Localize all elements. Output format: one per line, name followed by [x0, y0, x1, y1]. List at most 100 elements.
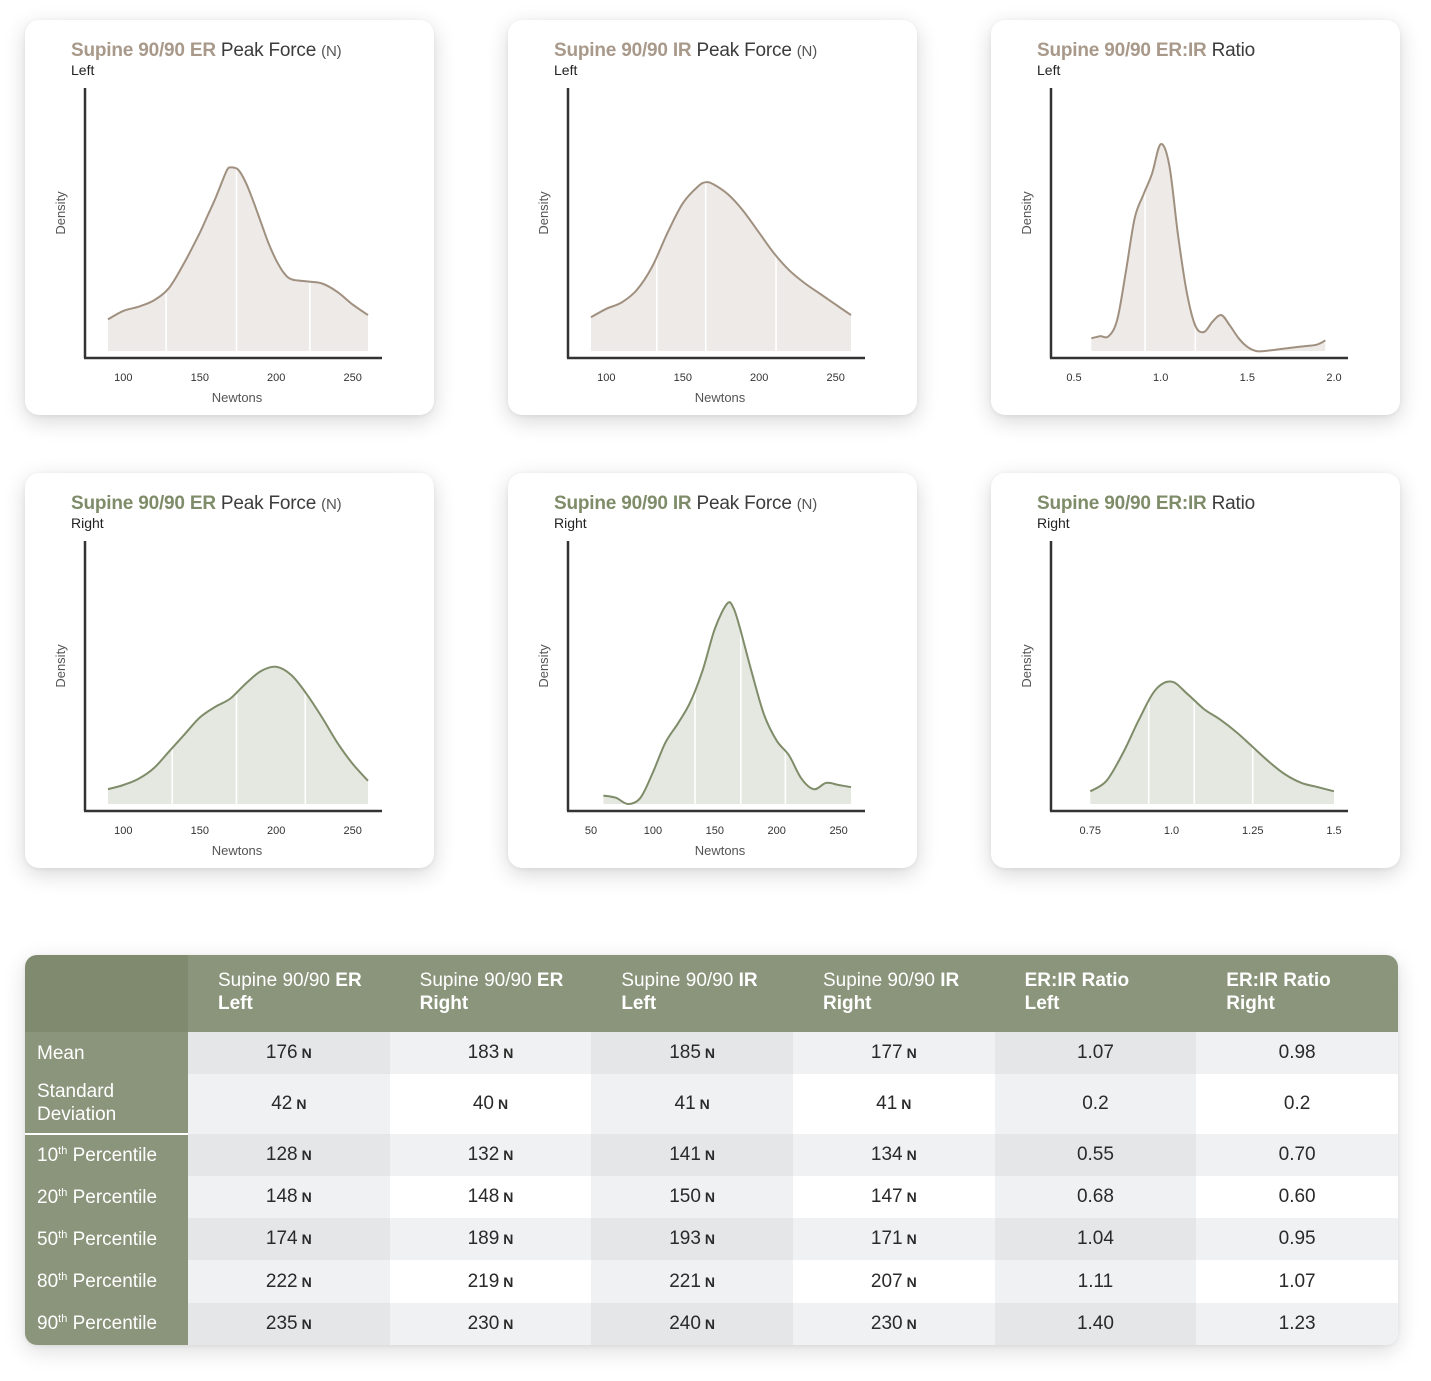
density-plot: 50 100 150 200 250 Newtons Density: [536, 541, 865, 858]
chart-card-er-left: Supine 90/90 ER Peak Force (N) Left 100 1…: [25, 20, 434, 415]
x-tick-label: 1.25: [1242, 825, 1263, 837]
table-cell: 128 N: [188, 1133, 390, 1176]
column-header: ER:IR Ratio Right: [1196, 955, 1398, 1032]
chart-card-ratio-right: Supine 90/90 ER:IR Ratio Right 0.75 1.0 1.…: [991, 473, 1400, 868]
x-axis-label: Newtons: [695, 390, 746, 405]
table-row: 80th Percentile 222 N 219 N 221 N 207 N 1.11 1.07: [25, 1260, 1398, 1303]
chart-title: Supine 90/90 ER Peak Force (N): [71, 493, 342, 514]
x-tick-label: 50: [585, 825, 597, 837]
statistics-table: Supine 90/90 ER Left Supine 90/90 ER Right…: [25, 955, 1398, 1345]
table-cell: 1.23: [1196, 1302, 1398, 1345]
column-header: Supine 90/90 IR Left: [591, 955, 793, 1032]
table-cell: 0.95: [1196, 1218, 1398, 1261]
x-tick-label: 250: [829, 825, 847, 837]
table-cell: 230 N: [792, 1302, 995, 1345]
row-label: 10th Percentile: [25, 1133, 188, 1176]
y-axis-label: Density: [536, 191, 551, 235]
x-tick-label: 200: [267, 372, 285, 384]
table-cell: 174 N: [188, 1218, 390, 1261]
density-area: [591, 182, 851, 351]
y-axis-label: Density: [1019, 644, 1034, 688]
density-curve: [107, 665, 369, 791]
x-axis-label: Newtons: [695, 843, 746, 858]
table-cell: 1.04: [994, 1218, 1197, 1261]
table-cell: 0.68: [994, 1175, 1197, 1219]
density-plot: 0.75 1.0 1.25 1.5 Density: [1019, 541, 1348, 837]
table-cell: 40 N: [389, 1074, 592, 1134]
chart-side-label: Left: [554, 62, 578, 78]
table-cell: 41 N: [792, 1074, 995, 1134]
x-tick-label: 1.5: [1240, 372, 1255, 384]
column-header: Supine 90/90 ER Right: [389, 955, 592, 1032]
row-label: 50th Percentile: [25, 1218, 188, 1261]
density-area: [603, 602, 851, 804]
row-label: 20th Percentile: [25, 1175, 188, 1219]
chart-card-ir-left: Supine 90/90 IR Peak Force (N) Left 100 1…: [508, 20, 917, 415]
density-plot: 0.5 1.0 1.5 2.0 Density: [1019, 88, 1348, 384]
table-cell: 221 N: [591, 1260, 793, 1303]
x-tick-label: 100: [114, 825, 132, 837]
table-cell: 189 N: [389, 1218, 592, 1261]
x-tick-label: 150: [191, 372, 209, 384]
table-cell: 0.70: [1196, 1133, 1398, 1176]
chart-side-label: Right: [71, 515, 104, 531]
x-tick-label: 200: [750, 372, 768, 384]
table-cell: 0.98: [1196, 1032, 1398, 1075]
x-tick-label: 100: [597, 372, 615, 384]
chart-title: Supine 90/90 ER Peak Force (N): [71, 40, 342, 61]
table-row: Mean 176 N 183 N 185 N 177 N 1.07 0.98: [25, 1032, 1398, 1075]
table-cell: 193 N: [591, 1218, 793, 1261]
x-tick-label: 250: [344, 372, 362, 384]
x-tick-label: 100: [644, 825, 662, 837]
table-cell: 147 N: [792, 1175, 995, 1219]
density-curve: [603, 601, 852, 806]
table-cell: 0.55: [994, 1133, 1197, 1176]
table-cell: 177 N: [792, 1032, 995, 1075]
table-cell: 0.2: [1196, 1074, 1398, 1134]
x-tick-label: 100: [114, 372, 132, 384]
table-cell: 148 N: [188, 1175, 390, 1219]
density-area: [1090, 681, 1334, 804]
chart-side-label: Left: [1037, 62, 1061, 78]
density-area: [108, 666, 368, 804]
table-cell: 230 N: [389, 1302, 592, 1345]
table-cell: 1.11: [994, 1260, 1197, 1303]
x-tick-label: 250: [344, 825, 362, 837]
density-plot: 100 150 200 250 Newtons Density: [536, 88, 865, 405]
y-axis-label: Density: [53, 191, 68, 235]
table-cell: 207 N: [792, 1260, 995, 1303]
table-cell: 148 N: [389, 1175, 592, 1219]
table-row: 10th Percentile 128 N 132 N 141 N 134 N 0.55 0.70: [25, 1133, 1398, 1176]
table-row: 90th Percentile 235 N 230 N 240 N 230 N 1.40 1.23: [25, 1302, 1398, 1345]
chart-side-label: Left: [71, 62, 95, 78]
table-cell: 222 N: [188, 1260, 390, 1303]
table-cell: 1.07: [1196, 1260, 1398, 1303]
table-cell: 141 N: [591, 1133, 793, 1176]
density-area: [1091, 144, 1326, 352]
table-cell: 41 N: [591, 1074, 793, 1134]
table-cell: 219 N: [389, 1260, 592, 1303]
chart-card-ratio-left: Supine 90/90 ER:IR Ratio Left 0.5 1.0 1.5 2…: [991, 20, 1400, 415]
y-axis-label: Density: [1019, 191, 1034, 235]
table-cell: 183 N: [389, 1032, 592, 1075]
table-cell: 235 N: [188, 1302, 390, 1345]
chart-title: Supine 90/90 IR Peak Force (N): [554, 40, 817, 61]
table-cell: 240 N: [591, 1302, 793, 1345]
x-tick-label: 200: [267, 825, 285, 837]
chart-side-label: Right: [1037, 515, 1070, 531]
table-cell: 1.07: [994, 1032, 1197, 1075]
x-tick-label: 150: [674, 372, 692, 384]
density-curve: [590, 181, 852, 319]
table-cell: 176 N: [188, 1032, 390, 1075]
column-header: Supine 90/90 ER Left: [188, 955, 390, 1032]
x-axis-label: Newtons: [212, 843, 263, 858]
density-plot: 100 150 200 250 Newtons Density: [53, 541, 382, 858]
table-row: 50th Percentile 174 N 189 N 193 N 171 N 1.04 0.95: [25, 1218, 1398, 1261]
x-tick-label: 1.0: [1153, 372, 1168, 384]
chart-title: Supine 90/90 ER:IR Ratio: [1037, 40, 1255, 61]
table-cell: 134 N: [792, 1133, 995, 1176]
x-tick-label: 150: [191, 825, 209, 837]
y-axis-label: Density: [53, 644, 68, 688]
table-cell: 1.40: [994, 1302, 1197, 1345]
chart-title: Supine 90/90 ER:IR Ratio: [1037, 493, 1255, 514]
